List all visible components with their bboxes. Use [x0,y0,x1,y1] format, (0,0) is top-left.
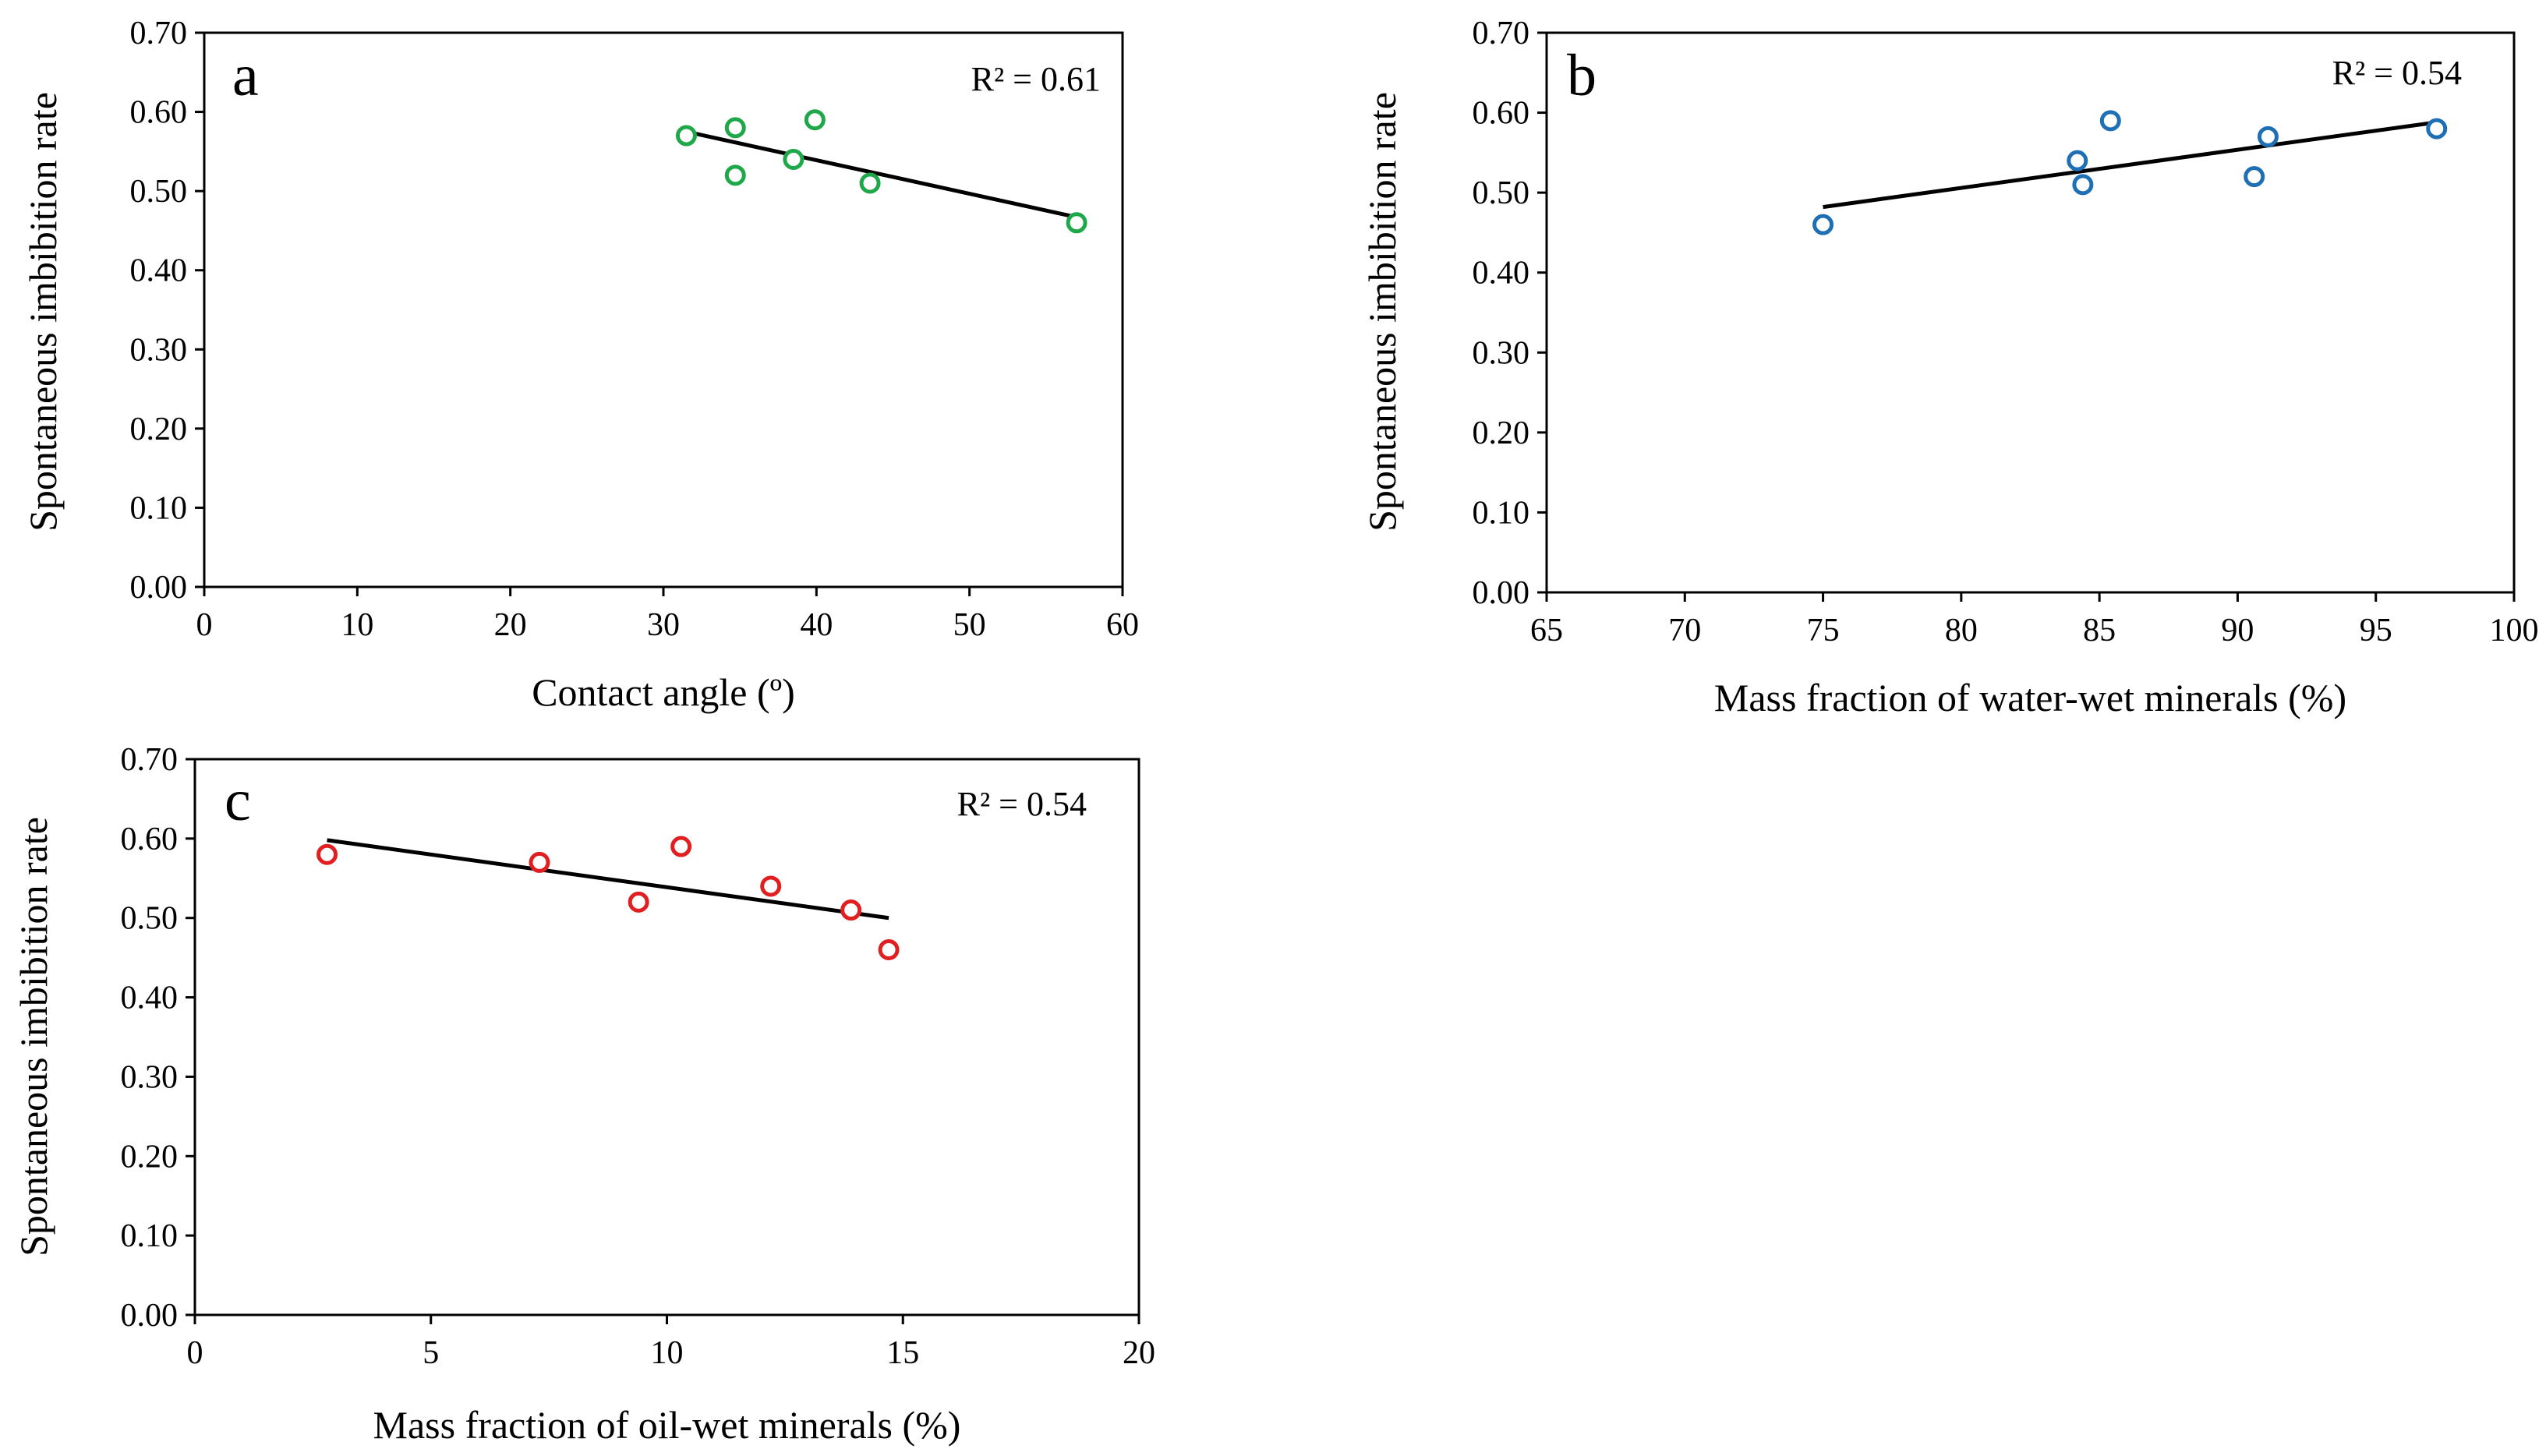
y-tick-label-b: 0.40 [1473,256,1530,292]
y-axis-title-a: Spontaneous imbibition rate [21,92,65,532]
panel-letter-c: c [225,768,251,833]
x-axis-title-c: Mass fraction of oil-wet minerals (%) [373,1403,961,1447]
y-axis-title-b: Spontaneous imbibition rate [1360,92,1404,532]
data-point-a [724,117,746,139]
data-point-a [1066,212,1087,234]
trendline-b [1823,120,2438,210]
x-tick-label-b: 65 [1530,613,1563,648]
y-tick-label-a: 0.50 [130,174,188,210]
data-point-a [675,125,697,147]
data-point-a [804,109,826,131]
x-tick-label-b: 75 [1807,613,1840,648]
x-tick-label-a: 10 [341,607,373,643]
y-tick-label-c: 0.10 [121,1218,179,1254]
x-tick-label-b: 85 [2083,613,2116,648]
y-tick-label-b: 0.60 [1473,96,1530,132]
data-point-c [670,836,692,857]
y-tick-label-a: 0.30 [130,332,188,368]
panel-letter-a: a [232,43,259,108]
y-tick-label-b: 0.50 [1473,175,1530,211]
x-tick-label-a: 60 [1106,607,1139,643]
x-tick-label-a: 40 [800,607,833,643]
x-tick-label-c: 10 [651,1335,684,1371]
data-point-c [840,899,862,921]
y-tick-label-c: 0.70 [121,742,179,778]
plot-frame-b [1545,31,2516,594]
data-point-c [529,851,550,873]
data-point-b [2244,166,2265,188]
data-point-c [878,938,900,960]
y-tick-label-b: 0.30 [1473,335,1530,371]
data-point-b [2072,174,2094,196]
y-tick-label-c: 0.00 [121,1298,179,1334]
x-tick-label-b: 70 [1668,613,1701,648]
panel-a: 0.00 0.10 0.20 0.30 0.40 0.50 0.60 0.70 0 10 20 30 4… [21,16,1139,714]
x-tick-label-c: 0 [187,1335,203,1371]
y-tick-label-b: 0.70 [1473,16,1530,51]
x-tick-label-b: 80 [1945,613,1978,648]
y-tick-label-a: 0.40 [130,253,188,289]
x-tick-label-b: 90 [2221,613,2254,648]
panel-c: 0.00 0.10 0.20 0.30 0.40 0.50 0.60 0.70 0 5 10 15 20… [12,742,1155,1447]
data-point-b [2067,150,2088,171]
x-tick-label-a: 50 [953,607,986,643]
y-tick-label-a: 0.70 [130,16,188,51]
y-axis-title-c: Spontaneous imbibition rate [12,817,55,1256]
x-tick-label-c: 5 [423,1335,439,1371]
x-tick-label-b: 100 [2490,613,2539,648]
data-point-a [783,149,804,171]
y-tick-label-a: 0.60 [130,95,188,131]
x-tick-label-a: 20 [494,607,527,643]
r-squared-label-c: R² = 0.54 [957,785,1087,823]
panel-letter-b: b [1567,43,1597,108]
y-tick-label-b: 0.00 [1473,575,1530,611]
x-tick-label-a: 0 [196,607,213,643]
r-squared-label-a: R² = 0.61 [971,60,1101,98]
y-tick-label-c: 0.40 [121,981,179,1016]
data-point-a [724,164,746,186]
trendline-c [327,838,889,921]
y-tick-label-c: 0.60 [121,822,179,857]
r-squared-label-b: R² = 0.54 [2332,54,2462,92]
y-tick-label-b: 0.20 [1473,415,1530,451]
data-point-c [628,891,649,913]
y-tick-label-a: 0.00 [130,570,188,606]
data-point-b [2426,118,2448,140]
y-tick-label-c: 0.50 [121,901,179,937]
data-point-c [316,843,338,865]
x-tick-label-c: 15 [886,1335,919,1371]
x-tick-label-a: 30 [647,607,680,643]
y-tick-label-b: 0.10 [1473,495,1530,531]
data-point-b [1812,214,1834,235]
y-tick-label-a: 0.10 [130,490,188,526]
x-axis-title-b: Mass fraction of water-wet minerals (%) [1714,676,2346,719]
y-tick-label-a: 0.20 [130,412,188,447]
data-point-b [2257,125,2279,147]
y-tick-label-c: 0.30 [121,1059,179,1095]
panel-b: 0.00 0.10 0.20 0.30 0.40 0.50 0.60 0.70 65 70 75 80… [1360,16,2539,719]
y-tick-label-c: 0.20 [121,1139,179,1175]
data-point-b [2099,110,2121,132]
x-axis-title-a: Contact angle (º) [532,670,795,714]
plot-frame-a [203,31,1124,588]
x-tick-label-c: 20 [1123,1335,1155,1371]
data-point-a [859,172,881,194]
trendline-a [685,129,1077,220]
x-tick-label-b: 95 [2360,613,2392,648]
data-point-c [760,875,782,897]
